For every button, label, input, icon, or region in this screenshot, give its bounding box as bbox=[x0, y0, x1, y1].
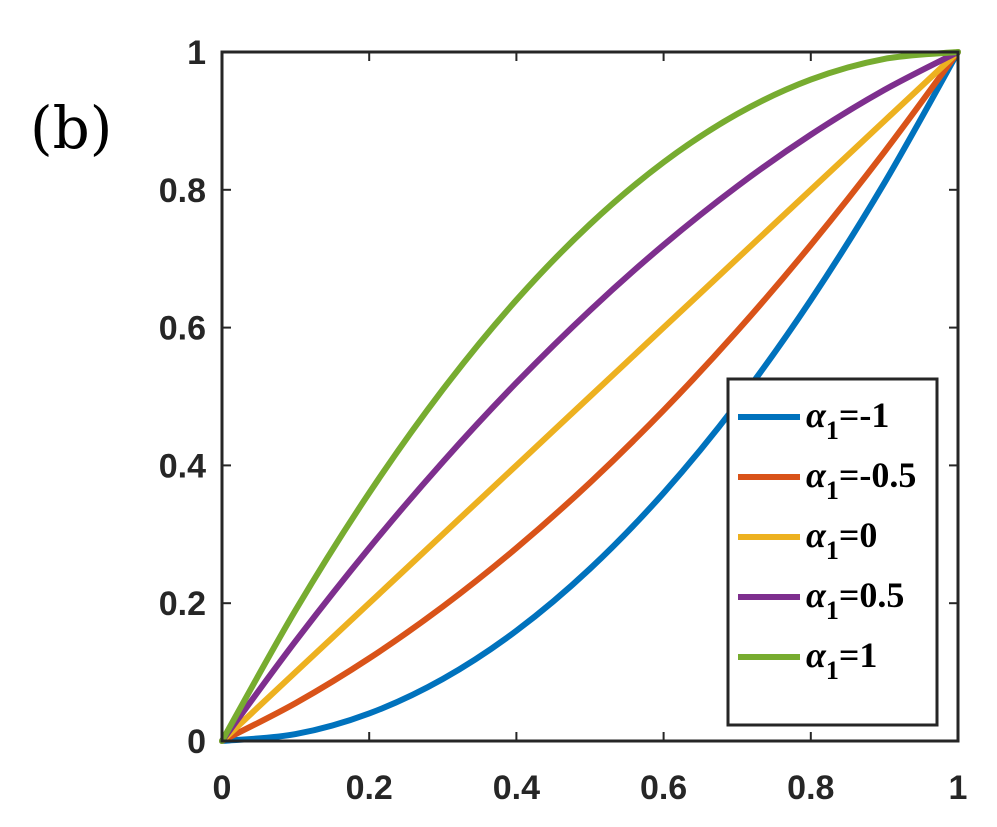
legend-symbol: α bbox=[806, 635, 827, 675]
series-line-2 bbox=[219, 49, 961, 744]
x-tick-label: 0 bbox=[213, 769, 232, 807]
legend-value: =-0.5 bbox=[839, 455, 917, 495]
series-line-3 bbox=[219, 49, 961, 744]
series-line-0 bbox=[219, 49, 961, 744]
legend-symbol: α bbox=[806, 395, 827, 435]
legend-entry-0: α1=-1 bbox=[806, 395, 889, 445]
series-lines bbox=[219, 49, 961, 744]
legend: α1=-1α1=-0.5α1=0α1=0.5α1=1 bbox=[726, 377, 939, 727]
y-tick-label: 0.2 bbox=[159, 585, 206, 623]
x-tick-label: 0.2 bbox=[346, 769, 393, 807]
x-tick-label: 1 bbox=[949, 769, 968, 807]
legend-symbol: α bbox=[806, 515, 827, 555]
legend-entry-4: α1=1 bbox=[806, 635, 877, 685]
legend-subscript: 1 bbox=[826, 476, 839, 505]
y-tick-label: 0.6 bbox=[159, 310, 206, 348]
panel-label: (b) bbox=[30, 94, 112, 162]
tick-labels: 0 0.2 0.4 0.6 0.8 1 0 0.2 0.4 0.6 0.8 1 bbox=[159, 34, 968, 807]
legend-entry-1: α1=-0.5 bbox=[806, 455, 916, 505]
x-tick-label: 0.6 bbox=[640, 769, 687, 807]
y-tick-label: 0.4 bbox=[159, 447, 206, 485]
y-tick-label: 0.8 bbox=[159, 172, 206, 210]
legend-symbol: α bbox=[806, 575, 827, 615]
x-tick-label: 0.8 bbox=[787, 769, 834, 807]
legend-entry-2: α1=0 bbox=[806, 515, 877, 565]
legend-subscript: 1 bbox=[826, 416, 839, 445]
legend-value: =0 bbox=[839, 515, 878, 555]
legend-subscript: 1 bbox=[826, 656, 839, 685]
x-tick-label: 0.4 bbox=[493, 769, 540, 807]
legend-value: =1 bbox=[839, 635, 878, 675]
legend-subscript: 1 bbox=[826, 596, 839, 625]
legend-entry-3: α1=0.5 bbox=[806, 575, 904, 625]
y-tick-label: 1 bbox=[187, 34, 206, 72]
series-line-1 bbox=[219, 49, 961, 744]
legend-subscript: 1 bbox=[826, 536, 839, 565]
legend-value: =-1 bbox=[839, 395, 890, 435]
plot-frame bbox=[220, 50, 960, 743]
legend-symbol: α bbox=[806, 455, 827, 495]
legend-value: =0.5 bbox=[839, 575, 905, 615]
y-tick-label: 0 bbox=[187, 723, 206, 761]
series-line-4 bbox=[219, 49, 961, 744]
legend-box bbox=[726, 377, 939, 727]
